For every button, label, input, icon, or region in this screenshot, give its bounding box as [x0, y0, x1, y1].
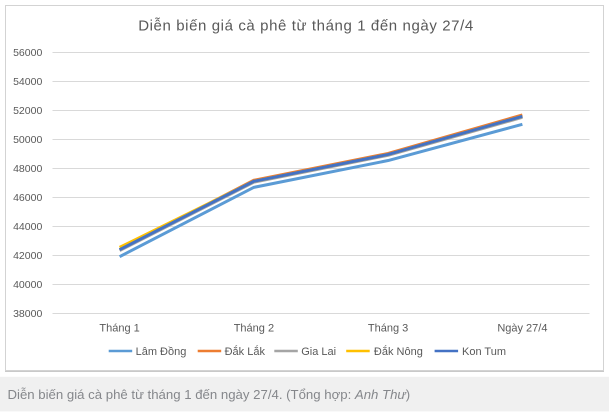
- svg-text:Đắk Nông: Đắk Nông: [374, 345, 423, 358]
- svg-text:50000: 50000: [13, 134, 42, 146]
- svg-text:44000: 44000: [13, 221, 42, 233]
- svg-text:Ngày 27/4: Ngày 27/4: [497, 323, 547, 335]
- svg-text:Kon Tum: Kon Tum: [462, 346, 506, 358]
- svg-text:Lâm Đồng: Lâm Đồng: [136, 346, 187, 358]
- svg-text:52000: 52000: [13, 105, 42, 117]
- svg-text:54000: 54000: [13, 76, 42, 88]
- svg-text:56000: 56000: [13, 47, 42, 59]
- svg-text:Diễn biến giá cà phê từ tháng: Diễn biến giá cà phê từ tháng 1 đến ngày…: [138, 18, 474, 35]
- svg-text:Diễn biến giá cà phê từ tháng: Diễn biến giá cà phê từ tháng 1 đến ngày…: [8, 387, 411, 402]
- svg-text:48000: 48000: [13, 163, 42, 175]
- svg-text:46000: 46000: [13, 192, 42, 204]
- svg-text:38000: 38000: [13, 308, 42, 320]
- svg-text:Gia Lai: Gia Lai: [301, 346, 336, 358]
- svg-text:40000: 40000: [13, 279, 42, 291]
- svg-text:Đắk Lắk: Đắk Lắk: [225, 345, 266, 358]
- svg-text:42000: 42000: [13, 250, 42, 262]
- svg-text:Tháng 1: Tháng 1: [99, 323, 139, 335]
- svg-text:Tháng 2: Tháng 2: [234, 323, 274, 335]
- svg-text:Tháng 3: Tháng 3: [368, 323, 408, 335]
